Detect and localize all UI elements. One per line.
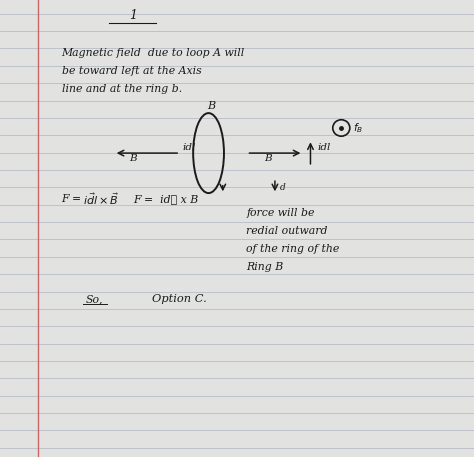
Text: 1: 1 — [129, 10, 137, 22]
Text: $i\vec{dl}\times\vec{B}$: $i\vec{dl}\times\vec{B}$ — [83, 191, 119, 207]
Text: force will be: force will be — [246, 207, 315, 218]
Text: of the ring of the: of the ring of the — [246, 244, 340, 254]
Text: idl: idl — [318, 143, 331, 152]
Text: redial outward: redial outward — [246, 226, 328, 236]
Text: d: d — [280, 183, 285, 191]
Text: B: B — [129, 154, 137, 163]
Text: B: B — [264, 154, 272, 163]
Text: Ring B: Ring B — [246, 262, 284, 272]
Text: F =  idℓ x B: F = idℓ x B — [133, 194, 198, 204]
Text: B: B — [207, 101, 215, 111]
Text: be toward left at the Axis: be toward left at the Axis — [62, 66, 201, 76]
Text: Magnetic field  due to loop A will: Magnetic field due to loop A will — [62, 48, 245, 58]
Text: Option C.: Option C. — [152, 294, 207, 304]
Text: F =: F = — [62, 194, 85, 204]
Text: line and at the ring b.: line and at the ring b. — [62, 84, 182, 94]
Text: $f_B$: $f_B$ — [353, 121, 363, 135]
Text: So,: So, — [85, 294, 103, 304]
Text: idl: idl — [183, 143, 196, 152]
